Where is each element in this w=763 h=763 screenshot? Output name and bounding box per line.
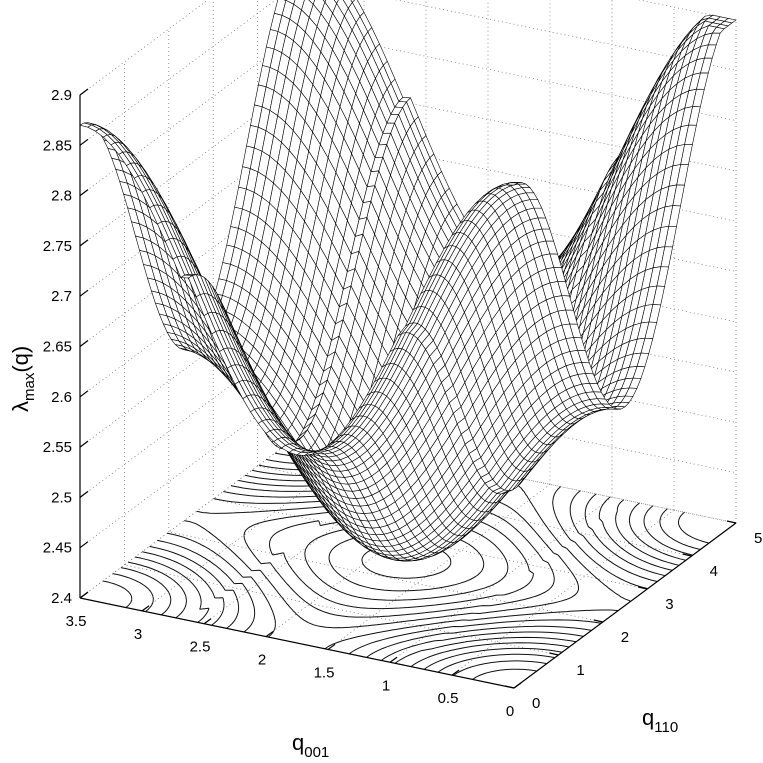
y-tick-label: 1 (576, 662, 584, 679)
y-axis-label: q110 (642, 705, 678, 736)
axis-lines (79, 88, 737, 689)
x-tick (265, 631, 274, 638)
surface-cell (333, 0, 339, 5)
x-tick-label: 3 (134, 626, 142, 643)
x-tick (451, 669, 460, 676)
x-tick-label: 2 (258, 652, 266, 669)
y-tick-label: 3 (665, 596, 673, 613)
x-tick-label: 1.5 (314, 664, 335, 681)
y-axis-line (513, 522, 737, 689)
z-tick (79, 88, 89, 96)
y-tick (549, 652, 559, 656)
z-tick (79, 490, 89, 498)
grid-line (637, 0, 737, 21)
z-tick (79, 239, 89, 247)
x-tick-label: 0.5 (438, 690, 459, 707)
z-tick-label: 2.4 (51, 590, 72, 607)
z-tick-label: 2.6 (51, 389, 72, 406)
y-tick (593, 619, 603, 623)
z-axis-label: λmax(q) (8, 346, 38, 412)
z-tick (79, 591, 89, 599)
x-tick-label: 0 (506, 703, 514, 720)
y-tick-label: 2 (621, 629, 629, 646)
surface-mesh (79, 0, 737, 562)
x-tick (141, 605, 150, 612)
z-tick-label: 2.75 (43, 238, 72, 255)
x-axis-label: q001 (292, 730, 329, 761)
z-tick (79, 390, 89, 398)
y-tick (682, 553, 692, 557)
z-tick-label: 2.55 (43, 439, 72, 456)
y-tick-label: 0 (532, 695, 540, 712)
y-tick (638, 586, 648, 590)
surface-cell (505, 182, 520, 186)
y-tick (504, 685, 515, 689)
x-tick-label: 2.5 (190, 639, 211, 656)
z-tick (79, 138, 89, 146)
x-tick (327, 643, 336, 650)
x-tick-label: 3.5 (66, 613, 87, 630)
z-tick-label: 2.8 (51, 188, 72, 205)
z-tick (79, 289, 89, 297)
z-tick-label: 2.85 (43, 137, 72, 154)
x-tick-label: 1 (382, 677, 390, 694)
x-axis-line (79, 597, 515, 689)
z-tick (79, 189, 89, 197)
z-tick-label: 2.7 (51, 288, 72, 305)
z-tick-label: 2.5 (51, 489, 72, 506)
y-tick-label: 5 (754, 530, 762, 547)
x-tick (513, 682, 522, 689)
y-tick (726, 520, 737, 524)
y-tick-label: 4 (710, 563, 718, 580)
z-tick-label: 2.45 (43, 540, 72, 557)
z-tick (79, 541, 89, 549)
x-tick (389, 656, 398, 663)
z-tick (79, 340, 89, 347)
tick-labels: 0 0.5 1 1.5 2 2.5 3 3.5 0 1 2 3 4 5 2.4 2.45 2.5 2.55 2.6 2… (43, 87, 763, 720)
z-tick-label: 2.65 (43, 339, 72, 356)
x-tick (203, 618, 212, 625)
z-tick-label: 2.9 (51, 87, 72, 104)
z-tick (79, 440, 89, 448)
